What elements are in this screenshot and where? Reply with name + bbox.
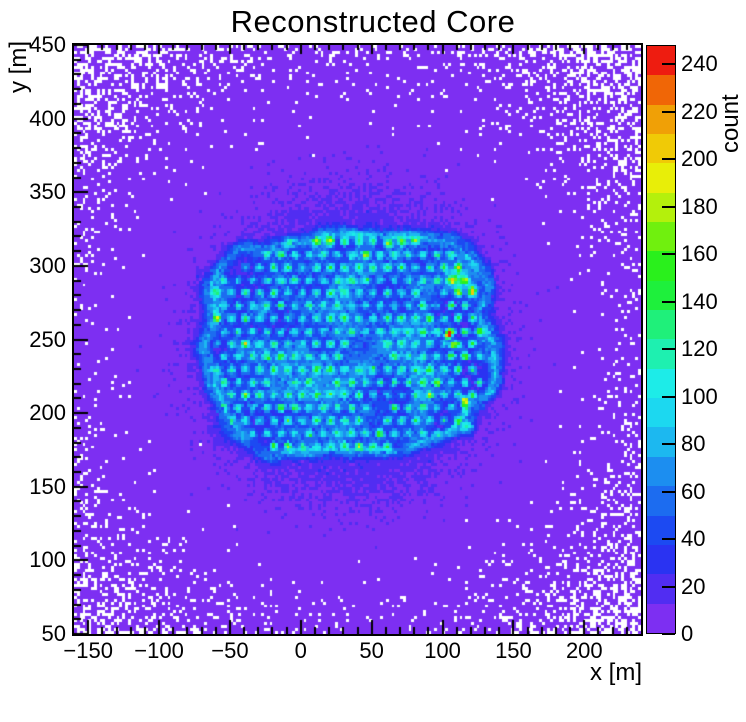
colorbar-tick xyxy=(662,443,675,445)
colorbar-band xyxy=(647,427,675,457)
x-tick-label: 100 xyxy=(424,638,461,663)
colorbar xyxy=(646,45,676,634)
y-tick-label: 350 xyxy=(29,179,66,205)
colorbar-tick-label: 100 xyxy=(681,383,718,409)
colorbar-tick xyxy=(662,63,675,65)
x-tick-label: 0 xyxy=(294,638,307,663)
colorbar-band xyxy=(647,339,675,369)
colorbar-tick xyxy=(662,538,675,540)
colorbar-tick-label: 20 xyxy=(681,573,706,599)
colorbar-tick xyxy=(662,158,675,160)
colorbar-tick xyxy=(662,490,675,493)
y-tick-label: 200 xyxy=(29,400,66,426)
colorbar-tick-label: 40 xyxy=(681,526,706,551)
colorbar-band xyxy=(647,398,675,428)
colorbar-band xyxy=(647,104,675,135)
y-axis-title: y [m] xyxy=(5,41,32,93)
colorbar-band xyxy=(647,280,675,311)
x-axis-title: x [m] xyxy=(590,659,642,686)
y-tick-label: 250 xyxy=(29,326,66,352)
colorbar-tick xyxy=(662,300,675,303)
y-tick-label: 100 xyxy=(29,547,66,573)
colorbar-tick-label: 60 xyxy=(681,478,706,504)
x-tick-label: 150 xyxy=(495,638,532,663)
colorbar-band xyxy=(647,251,675,281)
y-tick-label: 450 xyxy=(29,32,66,57)
colorbar-tick-label: 180 xyxy=(681,193,718,219)
colorbar-tick xyxy=(662,110,675,113)
colorbar-tick xyxy=(662,585,675,588)
x-tick-label: −50 xyxy=(211,638,249,663)
x-tick-label: −100 xyxy=(134,638,184,663)
x-tick-label: 50 xyxy=(359,638,384,663)
colorbar-band xyxy=(647,368,675,399)
colorbar-tick xyxy=(662,633,675,635)
chart-title: Reconstructed Core xyxy=(230,4,516,39)
colorbar-tick xyxy=(662,348,675,350)
plot-frame xyxy=(72,43,643,636)
colorbar-tick xyxy=(662,253,675,255)
colorbar-tick xyxy=(662,205,675,208)
colorbar-band xyxy=(647,574,675,604)
y-tick-label: 400 xyxy=(29,105,66,131)
x-tick-label: 200 xyxy=(565,638,603,663)
colorbar-tick-label: 200 xyxy=(681,146,718,171)
colorbar-band xyxy=(647,222,675,252)
colorbar-band xyxy=(647,163,675,193)
colorbar-band xyxy=(647,456,675,487)
y-tick-label: 150 xyxy=(29,473,66,499)
colorbar-band xyxy=(647,310,675,340)
colorbar-tick-label: 160 xyxy=(681,241,718,266)
colorbar-tick-label: 140 xyxy=(681,288,718,314)
colorbar-tick-label: 80 xyxy=(681,431,706,456)
colorbar-tick-label: 240 xyxy=(681,51,718,76)
colorbar-band xyxy=(647,603,675,633)
colorbar-band xyxy=(647,544,675,575)
colorbar-tick xyxy=(662,395,675,398)
colorbar-tick-label: 120 xyxy=(681,336,718,361)
colorbar-band xyxy=(647,75,675,105)
colorbar-band xyxy=(647,46,675,76)
colorbar-tick-label: 220 xyxy=(681,98,718,124)
heatmap-canvas xyxy=(74,45,641,634)
x-tick-label: −150 xyxy=(63,638,113,663)
colorbar-tick-label: 0 xyxy=(681,621,694,646)
z-axis-title: count xyxy=(717,94,744,153)
colorbar-band xyxy=(647,515,675,545)
y-tick-label: 300 xyxy=(29,252,66,278)
y-tick-label: 50 xyxy=(41,621,66,646)
